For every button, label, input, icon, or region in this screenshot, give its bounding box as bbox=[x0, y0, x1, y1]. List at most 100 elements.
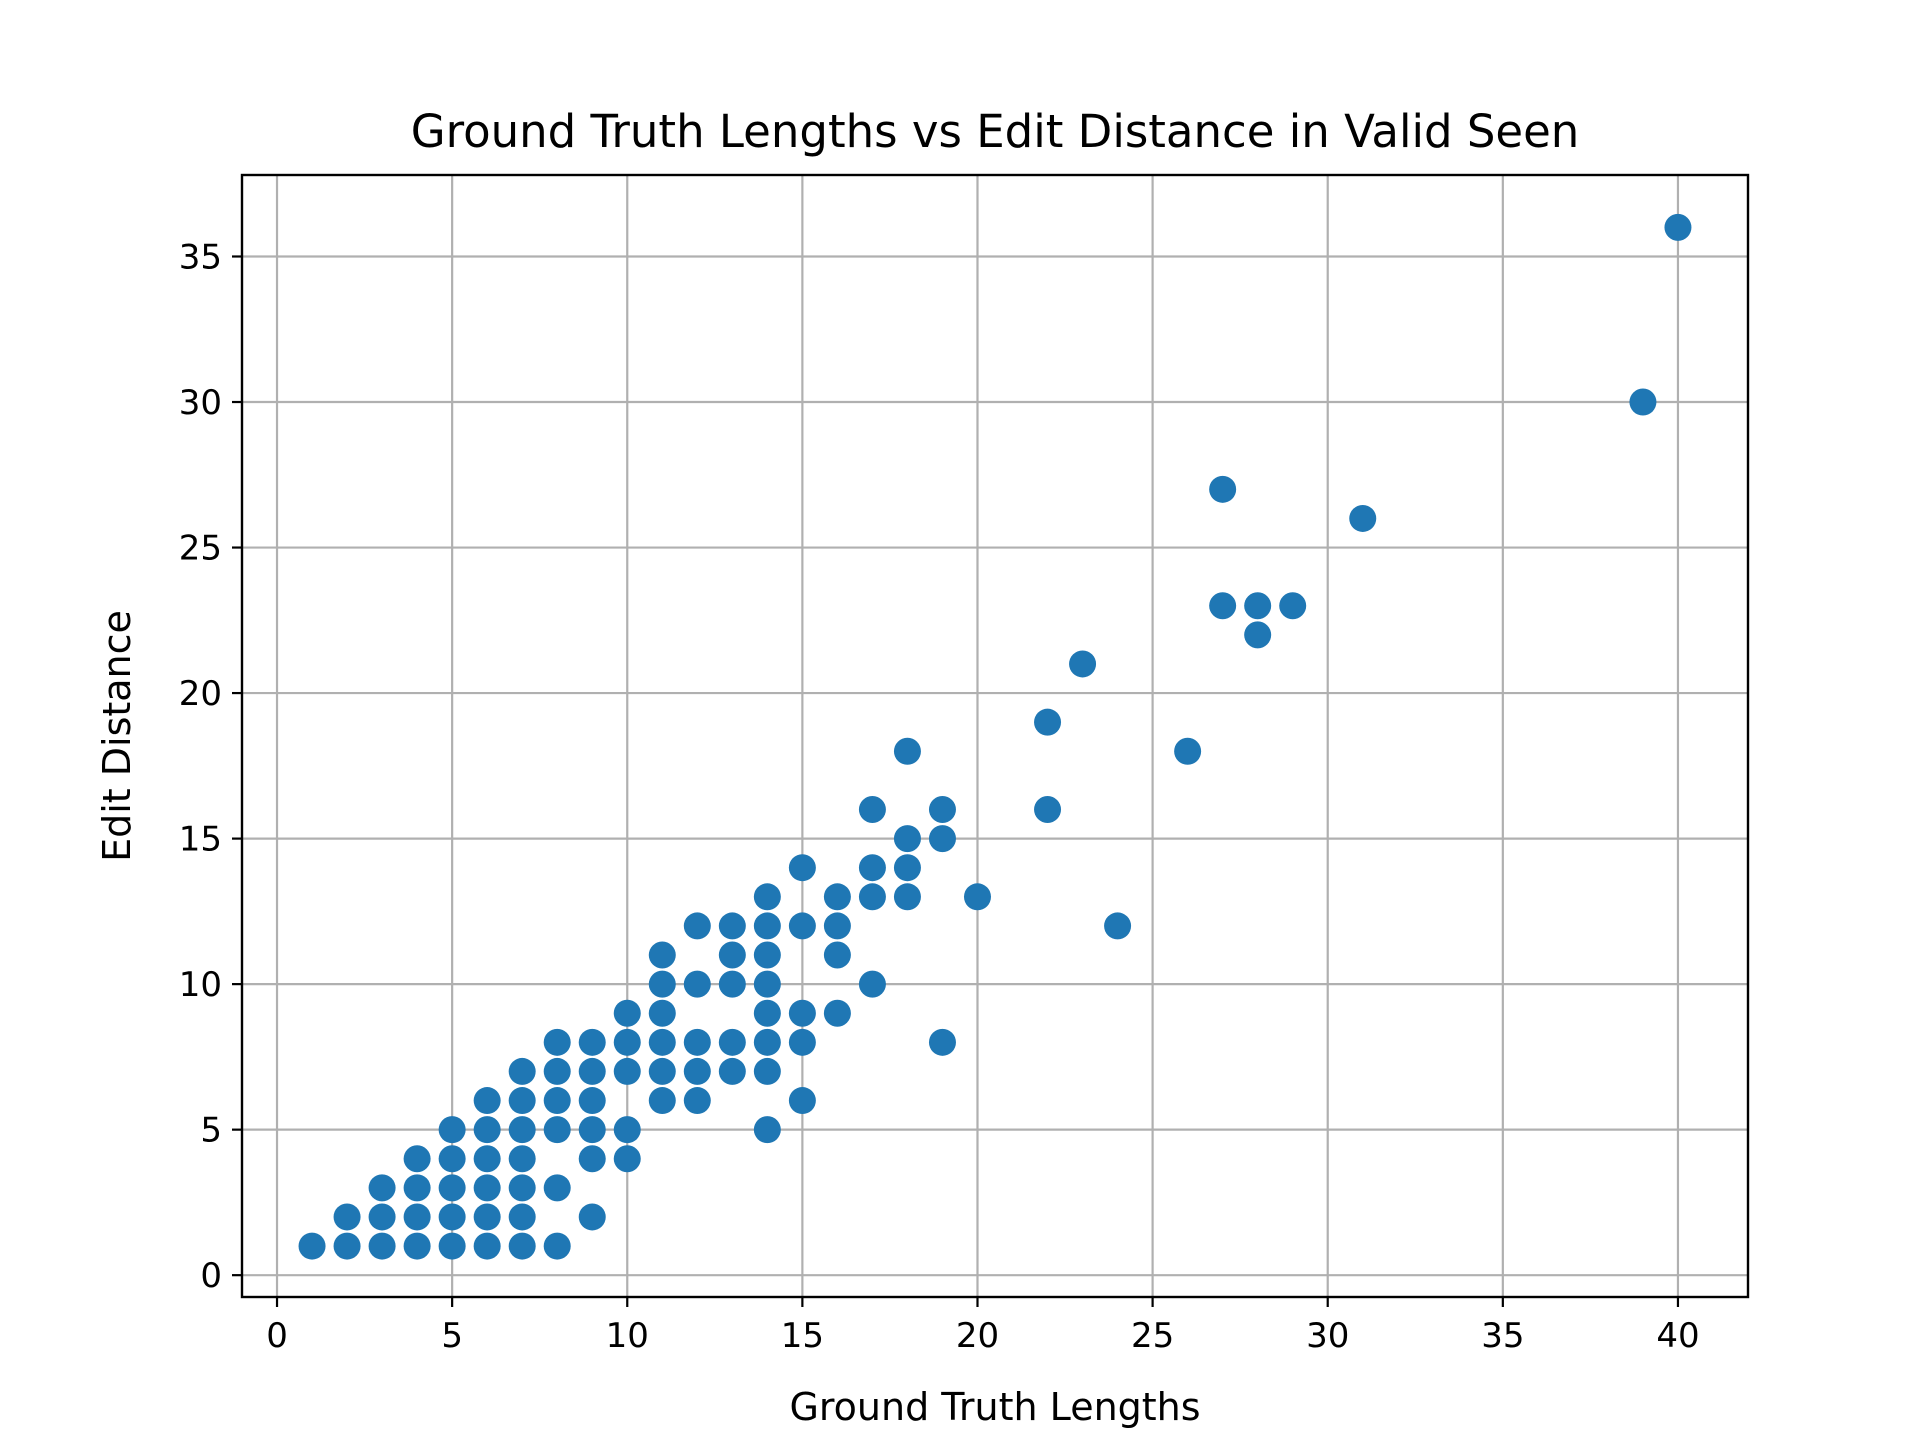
scatter-point bbox=[753, 883, 781, 911]
scatter-point bbox=[1209, 475, 1237, 503]
scatter-point bbox=[928, 1028, 956, 1056]
scatter-point bbox=[858, 970, 886, 998]
scatter-point bbox=[858, 854, 886, 882]
scatter-point bbox=[613, 1057, 641, 1085]
scatter-point bbox=[578, 1116, 606, 1144]
scatter-point bbox=[1629, 388, 1657, 416]
x-axis-label: Ground Truth Lengths bbox=[789, 1385, 1200, 1429]
x-tick-label: 40 bbox=[1656, 1316, 1699, 1356]
scatter-point bbox=[683, 912, 711, 940]
scatter-point bbox=[648, 1087, 676, 1115]
scatter-point bbox=[578, 1145, 606, 1173]
scatter-point bbox=[753, 912, 781, 940]
scatter-point bbox=[753, 970, 781, 998]
scatter-point bbox=[438, 1174, 466, 1202]
x-tick-label: 10 bbox=[606, 1316, 649, 1356]
scatter-point bbox=[648, 970, 676, 998]
scatter-point bbox=[473, 1174, 501, 1202]
scatter-point bbox=[788, 854, 816, 882]
scatter-point bbox=[718, 1028, 746, 1056]
y-tick-label: 10 bbox=[179, 965, 222, 1005]
scatter-point bbox=[1279, 592, 1307, 620]
grid bbox=[242, 175, 1748, 1297]
scatter-point bbox=[508, 1232, 536, 1260]
scatter-point bbox=[543, 1116, 571, 1144]
scatter-point bbox=[1349, 504, 1377, 532]
scatter-point bbox=[473, 1116, 501, 1144]
chart-title: Ground Truth Lengths vs Edit Distance in… bbox=[411, 105, 1580, 158]
x-tick-label: 0 bbox=[266, 1316, 288, 1356]
scatter-point bbox=[613, 1116, 641, 1144]
scatter-point bbox=[1664, 213, 1692, 241]
scatter-point bbox=[473, 1203, 501, 1231]
x-tick-label: 15 bbox=[781, 1316, 824, 1356]
x-tick-label: 35 bbox=[1481, 1316, 1524, 1356]
scatter-point bbox=[648, 1028, 676, 1056]
scatter-point bbox=[438, 1232, 466, 1260]
scatter-point bbox=[298, 1232, 326, 1260]
scatter-point bbox=[438, 1203, 466, 1231]
y-tick-label: 0 bbox=[200, 1256, 222, 1296]
scatter-point bbox=[648, 941, 676, 969]
scatter-point bbox=[823, 941, 851, 969]
scatter-point bbox=[753, 999, 781, 1027]
y-axis-label: Edit Distance bbox=[95, 610, 139, 862]
scatter-point bbox=[858, 883, 886, 911]
scatter-point bbox=[893, 825, 921, 853]
scatter-point bbox=[1034, 708, 1062, 736]
scatter-point bbox=[788, 999, 816, 1027]
x-tick-label: 5 bbox=[441, 1316, 463, 1356]
scatter-point bbox=[823, 999, 851, 1027]
scatter-point bbox=[648, 999, 676, 1027]
scatter-point bbox=[718, 970, 746, 998]
scatter-point bbox=[473, 1087, 501, 1115]
y-tick-label: 20 bbox=[179, 674, 222, 714]
scatter-point bbox=[1104, 912, 1132, 940]
scatter-point bbox=[788, 1028, 816, 1056]
scatter-point bbox=[718, 912, 746, 940]
scatter-point bbox=[368, 1203, 396, 1231]
scatter-point bbox=[333, 1203, 361, 1231]
scatter-point bbox=[403, 1203, 431, 1231]
scatter-point bbox=[368, 1232, 396, 1260]
scatter-point bbox=[893, 737, 921, 765]
y-tick-label: 5 bbox=[200, 1111, 222, 1151]
scatter-point bbox=[578, 1087, 606, 1115]
scatter-point bbox=[613, 999, 641, 1027]
scatter-point bbox=[753, 1057, 781, 1085]
scatter-point bbox=[543, 1174, 571, 1202]
scatter-point bbox=[683, 970, 711, 998]
scatter-point bbox=[1209, 592, 1237, 620]
scatter-point bbox=[648, 1057, 676, 1085]
axis-ticks: 0 5 10 15 20 25 30 35 40 0 5 10 15 20 25 30 35 bbox=[179, 237, 1700, 1356]
scatter-point bbox=[753, 1028, 781, 1056]
scatter-point bbox=[578, 1028, 606, 1056]
scatter-point bbox=[1034, 795, 1062, 823]
scatter-point bbox=[683, 1057, 711, 1085]
x-tick-label: 25 bbox=[1131, 1316, 1174, 1356]
scatter-point bbox=[508, 1087, 536, 1115]
scatter-point bbox=[858, 795, 886, 823]
scatter-point bbox=[333, 1232, 361, 1260]
scatter-point bbox=[473, 1145, 501, 1173]
scatter-point bbox=[823, 883, 851, 911]
scatter-point bbox=[508, 1145, 536, 1173]
scatter-point bbox=[438, 1145, 466, 1173]
scatter-point bbox=[683, 1028, 711, 1056]
scatter-point bbox=[753, 1116, 781, 1144]
scatter-point bbox=[403, 1174, 431, 1202]
scatter-point bbox=[893, 854, 921, 882]
scatter-point bbox=[683, 1087, 711, 1115]
x-tick-label: 30 bbox=[1306, 1316, 1349, 1356]
scatter-point bbox=[473, 1232, 501, 1260]
y-tick-label: 15 bbox=[179, 820, 222, 860]
scatter-point bbox=[1244, 621, 1272, 649]
scatter-point bbox=[403, 1145, 431, 1173]
scatter-point bbox=[1244, 592, 1272, 620]
scatter-point bbox=[508, 1203, 536, 1231]
scatter-point bbox=[403, 1232, 431, 1260]
scatter-point bbox=[753, 941, 781, 969]
scatter-point bbox=[543, 1232, 571, 1260]
